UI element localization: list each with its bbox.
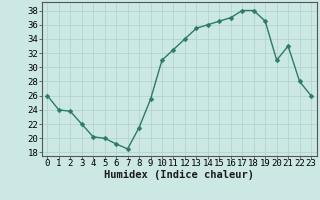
X-axis label: Humidex (Indice chaleur): Humidex (Indice chaleur) <box>104 170 254 180</box>
